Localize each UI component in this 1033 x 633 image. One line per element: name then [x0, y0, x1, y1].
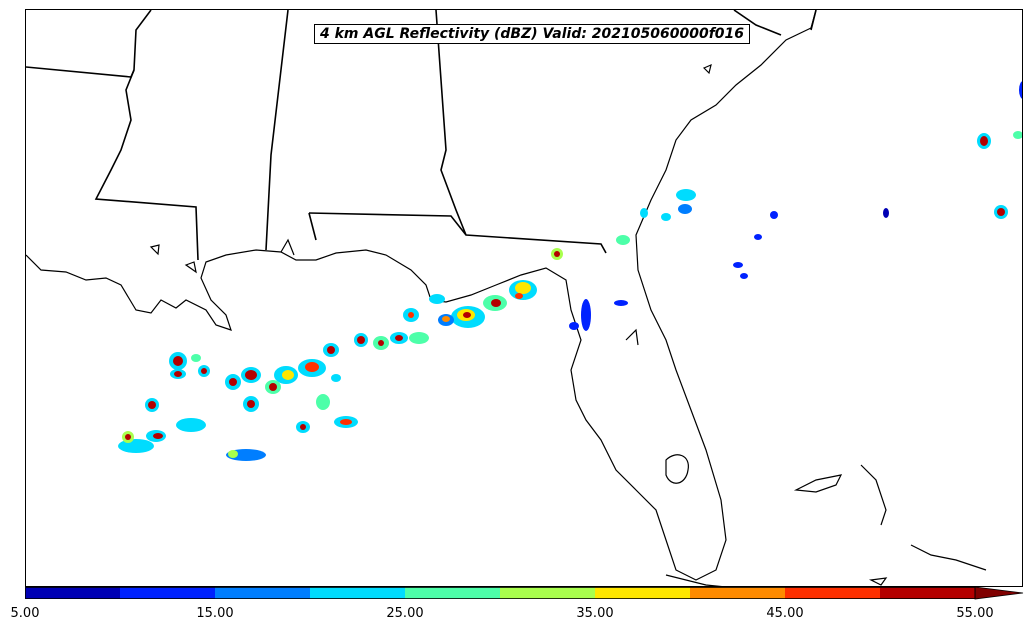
colorbar-segment — [310, 587, 405, 599]
echo-cluster-east-atlantic — [883, 81, 1022, 219]
colorbar-segment — [25, 587, 120, 599]
bahamas-small — [868, 577, 888, 586]
map-title: 4 km AGL Reflectivity (dBZ) Valid: 20210… — [314, 24, 751, 44]
border-ms-al — [265, 10, 289, 251]
colorbar-tick-label: 45.00 — [766, 606, 804, 621]
reflectivity-echoes — [118, 81, 1022, 461]
mobile-bay — [280, 238, 295, 256]
lake-okeechobee — [665, 454, 689, 484]
bahamas-eleuthera — [910, 544, 987, 571]
echo-line-northeast-gulf — [225, 248, 628, 433]
colorbar — [25, 587, 1024, 600]
colorbar-segment — [880, 587, 975, 599]
colorbar-tick-label: 35.00 — [576, 606, 614, 621]
colorbar-tick-label: 15.00 — [196, 606, 234, 621]
border-al-ga — [435, 10, 467, 236]
echo-cluster-west-gulf — [118, 352, 266, 461]
colorbar-segment — [215, 587, 310, 599]
tampa-bay — [625, 328, 639, 346]
coastline — [26, 10, 987, 586]
colorbar-extend-arrow — [974, 587, 1024, 600]
border-al-fl — [308, 212, 607, 254]
colorbar-tick-label: 55.00 — [956, 606, 994, 621]
colorbar-segment — [785, 587, 880, 599]
colorbar-segment — [120, 587, 215, 599]
border-al-fl-west — [308, 212, 317, 241]
colorbar-segment — [405, 587, 500, 599]
border-ga-sc — [733, 10, 782, 36]
border-ar-ms — [26, 66, 135, 78]
bahamas-abaco — [860, 464, 887, 526]
bahamas-andros — [793, 474, 843, 493]
gulf-coast-la — [26, 10, 817, 581]
colorbar-tick-label: 5.00 — [10, 606, 40, 621]
colorbar-segment — [595, 587, 690, 599]
colorbar-segment — [690, 587, 785, 599]
la-lake — [149, 244, 160, 256]
map-frame: 4 km AGL Reflectivity (dBZ) Valid: 20210… — [25, 9, 1023, 587]
border-ms-river-la — [94, 10, 199, 261]
la-lake-2 — [184, 261, 197, 274]
map-canvas — [26, 10, 1022, 586]
echo-cluster-ga-coast — [616, 189, 778, 279]
colorbar-tick-label: 25.00 — [386, 606, 424, 621]
colorbar-outline — [25, 587, 976, 599]
colorbar-segment — [500, 587, 595, 599]
florida-keys — [665, 574, 723, 586]
state-borders — [26, 10, 817, 261]
atlantic-island-1 — [702, 63, 712, 75]
